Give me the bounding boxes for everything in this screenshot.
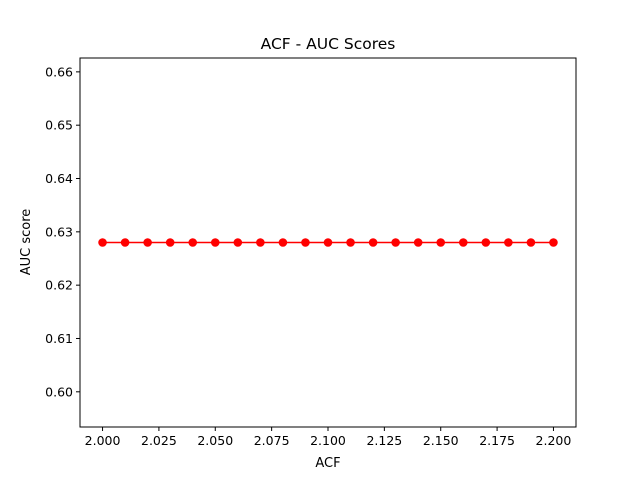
x-axis-label: ACF xyxy=(315,456,340,471)
x-tick-label: 2.075 xyxy=(254,433,290,448)
data-point xyxy=(210,238,220,247)
x-tick-label: 2.025 xyxy=(141,433,177,448)
x-tick-label: 2.100 xyxy=(310,433,346,448)
data-point xyxy=(278,238,288,247)
x-tick-label: 2.050 xyxy=(197,433,233,448)
y-tick-label: 0.66 xyxy=(45,64,73,79)
y-axis-label: AUC score xyxy=(19,209,34,276)
data-point xyxy=(368,238,378,247)
data-point xyxy=(391,238,400,247)
data-point xyxy=(323,238,333,247)
chart-title: ACF - AUC Scores xyxy=(261,35,396,53)
data-point xyxy=(143,238,152,247)
data-point xyxy=(436,238,446,247)
data-point xyxy=(549,238,558,247)
x-tick-label: 2.000 xyxy=(85,433,121,448)
data-point xyxy=(188,238,198,247)
data-point xyxy=(165,238,175,247)
x-tick-label: 2.125 xyxy=(366,433,402,448)
plot-frame xyxy=(79,57,577,428)
y-tick-label: 0.62 xyxy=(45,278,73,293)
x-tick-label: 2.150 xyxy=(423,433,459,448)
y-tick-label: 0.61 xyxy=(45,331,73,346)
plot-area: 2.000 2.025 2.050 2.075 2.100 2.125 2.150 2.175… xyxy=(45,64,571,448)
data-point xyxy=(346,238,355,247)
x-tick-label: 2.175 xyxy=(479,433,515,448)
data-point xyxy=(504,238,513,247)
data-point xyxy=(301,238,310,247)
x-tick-label: 2.200 xyxy=(536,433,572,448)
data-point xyxy=(458,238,468,247)
data-point xyxy=(526,238,536,247)
y-tick-label: 0.65 xyxy=(45,118,73,133)
data-point xyxy=(413,238,423,247)
y-tick-label: 0.63 xyxy=(45,224,73,239)
y-tick-label: 0.64 xyxy=(45,171,73,186)
data-point xyxy=(233,238,243,247)
data-point xyxy=(120,238,130,247)
y-tick-label: 0.60 xyxy=(45,384,73,399)
data-point xyxy=(481,238,491,247)
data-point xyxy=(98,238,107,247)
data-point xyxy=(256,238,265,247)
